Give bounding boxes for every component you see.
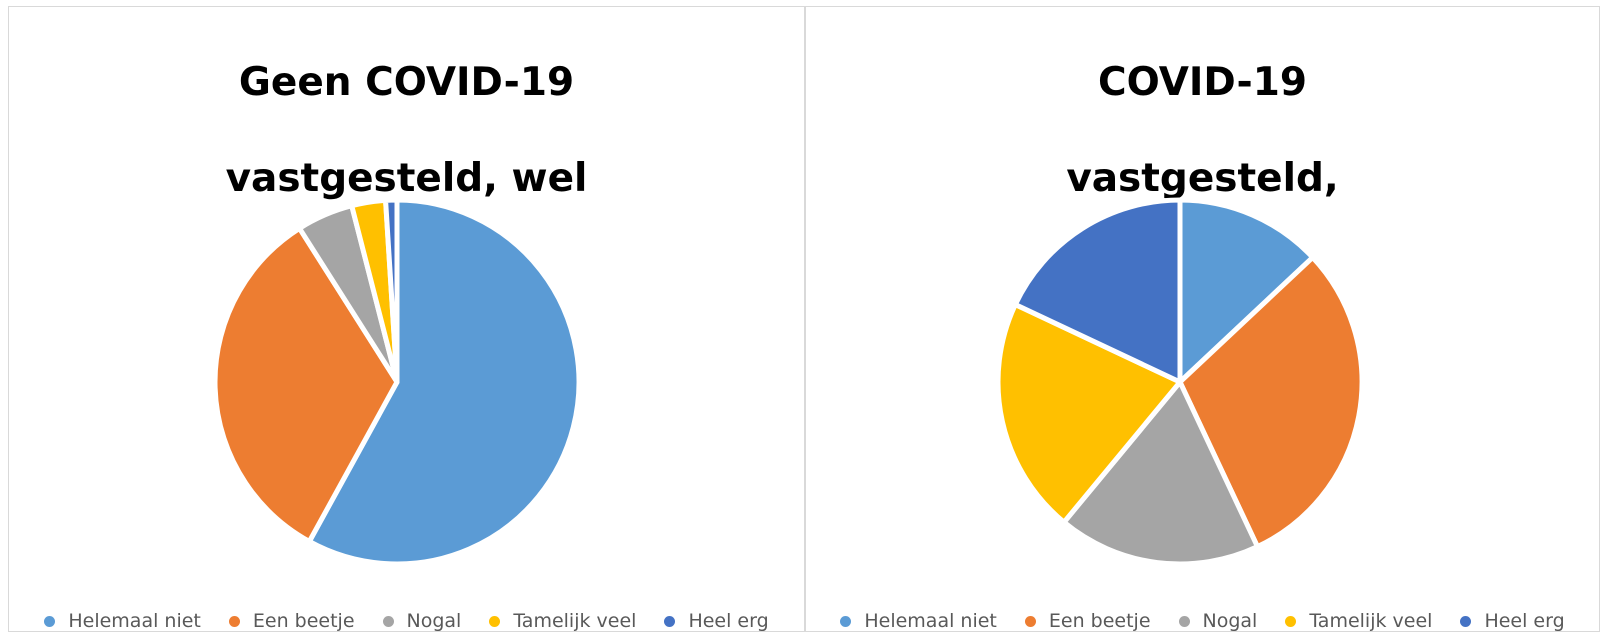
pie-slice-heel-erg: [1012, 197, 1183, 385]
pie-chart: [995, 197, 1365, 567]
legend-item: Een beetje: [1024, 610, 1151, 632]
legend-marker: [1178, 615, 1190, 627]
legend-label: Nogal: [406, 610, 462, 632]
legend-label: Tamelijk veel: [513, 610, 637, 632]
legend-marker: [1460, 615, 1472, 627]
legend-label: Heel erg: [1484, 610, 1565, 632]
chart-title-line: vastgesteld,: [1066, 156, 1339, 201]
legend-marker: [228, 615, 240, 627]
legend-item: Nogal: [1178, 610, 1258, 632]
pie-slice-helemaal-niet: [306, 197, 582, 567]
legend-item: Heel erg: [664, 610, 769, 632]
legend-item: Nogal: [382, 610, 462, 632]
legend-label: Helemaal niet: [68, 610, 201, 632]
legend-marker: [382, 615, 394, 627]
legend-marker: [840, 615, 852, 627]
legend-item: Helemaal niet: [840, 610, 997, 632]
legend-label: Nogal: [1202, 610, 1258, 632]
chart-legend: Helemaal niet Een beetje Nogal Tamelijk …: [806, 610, 1599, 632]
legend-item: Een beetje: [228, 610, 355, 632]
legend-marker: [44, 615, 56, 627]
pie-chart: [212, 197, 582, 567]
legend-item: Tamelijk veel: [489, 610, 636, 632]
legend-item: Tamelijk veel: [1285, 610, 1432, 632]
legend-label: Een beetje: [252, 610, 355, 632]
legend-label: Tamelijk veel: [1309, 610, 1433, 632]
legend-label: Heel erg: [688, 610, 769, 632]
chart-legend: Helemaal niet Een beetje Nogal Tamelijk …: [9, 610, 804, 632]
pie-slice-nogal: [1061, 379, 1260, 567]
pie-slice-helemaal-niet: [1177, 197, 1316, 385]
chart-title-line: vastgesteld, wel: [225, 156, 588, 201]
legend-label: Helemaal niet: [864, 610, 997, 632]
chart-title-line: COVID-19: [1098, 60, 1307, 105]
chart-panel-left: Geen COVID-19 vastgesteld, wel hoesten H…: [8, 6, 805, 632]
pie-slice-heel-erg: [383, 197, 400, 385]
chart-title-line: Geen COVID-19: [238, 60, 575, 105]
legend-marker: [1285, 615, 1297, 627]
legend-label: Een beetje: [1048, 610, 1151, 632]
legend-item: Helemaal niet: [44, 610, 201, 632]
chart-panel-right: COVID-19 vastgesteld, hoesten Helemaal n…: [805, 6, 1600, 632]
legend-item: Heel erg: [1460, 610, 1565, 632]
legend-marker: [664, 615, 676, 627]
pie-slice-een-beetje: [212, 225, 400, 544]
pie-slice-tamelijk-veel: [995, 302, 1183, 525]
legend-marker: [1024, 615, 1036, 627]
legend-marker: [489, 615, 501, 627]
